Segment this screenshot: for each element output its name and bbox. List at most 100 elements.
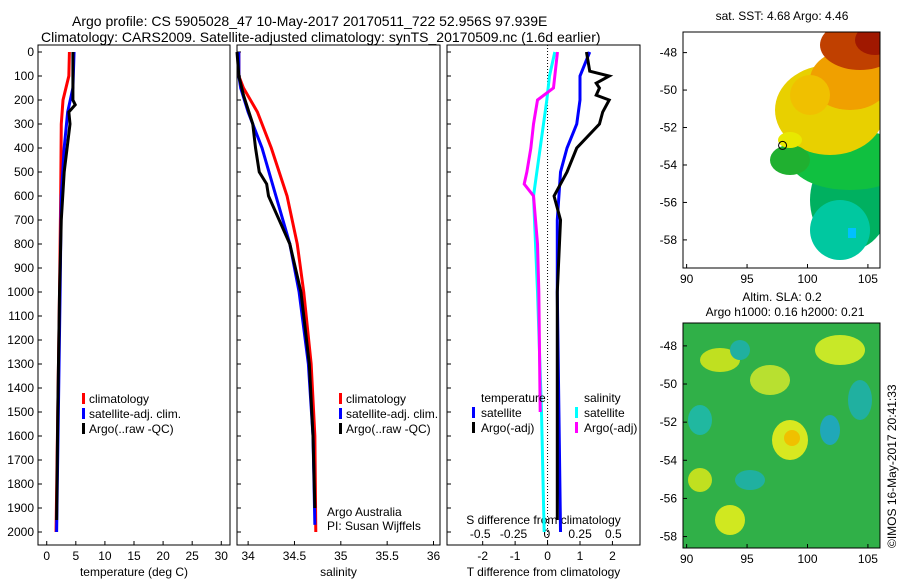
map-title: sat. SST: 4.68 Argo: 4.46 <box>716 9 849 23</box>
series-line-argo-raw-qc- <box>55 52 78 521</box>
x-tick-label: 35.5 <box>375 549 399 563</box>
map-subtitle: Argo h1000: 0.16 h2000: 0.21 <box>706 305 865 319</box>
title-line-2: Climatology: CARS2009. Satellite-adjuste… <box>41 29 601 45</box>
x-tick-label: 105 <box>858 552 878 566</box>
y-tick-label: 800 <box>14 237 34 251</box>
legend-swatch <box>472 422 475 433</box>
legend-label: Argo(..raw -QC) <box>346 422 431 436</box>
x-tick-label: 10 <box>98 549 112 563</box>
plot-frame <box>236 44 441 546</box>
y-tick-label: -48 <box>660 339 678 353</box>
legend-swatch <box>82 408 85 419</box>
legend-label: Argo(-adj) <box>584 421 637 435</box>
legend-label: satellite-adj. clim. <box>346 407 438 421</box>
y-tick-label: 100 <box>14 69 34 83</box>
map-field <box>683 32 880 268</box>
y-tick-label: -58 <box>660 530 678 544</box>
x-axis-label: T difference from climatology <box>467 565 621 579</box>
legend-label: satellite-adj. clim. <box>89 407 181 421</box>
x2-tick-label: 0.5 <box>605 527 622 541</box>
x-axis-label: salinity <box>320 565 357 579</box>
legend-title: temperature <box>481 391 546 405</box>
x-tick-label: 95 <box>740 272 754 286</box>
x-tick-label: 35 <box>334 549 348 563</box>
map-frame <box>682 322 881 549</box>
y-tick-label: -50 <box>660 83 678 97</box>
legend-swatch <box>339 393 342 404</box>
x-tick-label: 34.5 <box>283 549 307 563</box>
y-tick-label: -54 <box>660 453 678 467</box>
y-tick-label: 1600 <box>7 429 34 443</box>
x-tick-label: 0 <box>544 549 551 563</box>
legend-label: satellite <box>481 406 522 420</box>
legend-title: salinity <box>584 391 621 405</box>
x2-tick-label: 0 <box>543 527 550 541</box>
y-tick-label: 1000 <box>7 285 34 299</box>
y-tick-label: 1200 <box>7 333 34 347</box>
y-tick-label: 1700 <box>7 453 34 467</box>
y-tick-label: -48 <box>660 46 678 60</box>
y-tick-label: 600 <box>14 189 34 203</box>
y-tick-label: 400 <box>14 141 34 155</box>
legend-swatch <box>82 393 85 404</box>
legend-label: climatology <box>346 392 406 406</box>
legend-swatch <box>575 422 578 433</box>
legend-label: climatology <box>89 392 149 406</box>
temperature-panel: 0100200300400500600700800900100011001200… <box>7 44 231 579</box>
x-tick-label: 105 <box>858 272 878 286</box>
x-tick-label: -2 <box>477 549 488 563</box>
x2-tick-label: 0.25 <box>568 527 592 541</box>
legend-label: Argo(..raw -QC) <box>89 422 174 436</box>
map-title: Altim. SLA: 0.2 <box>742 290 822 304</box>
series-line-t-argo-adj- <box>552 51 614 520</box>
x-tick-label: 25 <box>186 549 200 563</box>
y-tick-label: -52 <box>660 121 678 135</box>
legend-swatch <box>472 407 475 418</box>
y-tick-label: 900 <box>14 261 34 275</box>
y-tick-label: -58 <box>660 233 678 247</box>
x-tick-label: 20 <box>156 549 170 563</box>
legend-swatch <box>82 423 85 434</box>
x2-tick-label: -0.5 <box>470 527 491 541</box>
y-tick-label: 1800 <box>7 477 34 491</box>
annotation-label: Argo Australia <box>327 505 402 519</box>
x-tick-label: 90 <box>680 552 694 566</box>
y-tick-label: 2000 <box>7 525 34 539</box>
y-tick-label: -52 <box>660 415 678 429</box>
x-tick-label: 2 <box>609 549 616 563</box>
x-tick-label: 5 <box>72 549 79 563</box>
y-tick-label: 1400 <box>7 381 34 395</box>
series-line-argo-raw-qc- <box>235 51 317 509</box>
x-tick-label: 30 <box>215 549 229 563</box>
y-tick-label: 1100 <box>8 309 34 323</box>
y-tick-label: -56 <box>660 195 678 209</box>
y-tick-label: 0 <box>27 45 34 59</box>
y-tick-label: 1500 <box>7 405 34 419</box>
legend-swatch <box>339 423 342 434</box>
argo-position-marker <box>778 140 788 150</box>
x-tick-label: 15 <box>127 549 141 563</box>
x-tick-label: -1 <box>510 549 521 563</box>
legend-swatch <box>575 407 578 418</box>
y-tick-label: -50 <box>660 377 678 391</box>
annotation-label: PI: Susan Wijffels <box>327 519 421 533</box>
x-tick-label: 0 <box>43 549 50 563</box>
y-tick-label: 1900 <box>7 501 34 515</box>
x2-tick-label: -0.25 <box>500 527 528 541</box>
x-tick-label: 100 <box>797 552 817 566</box>
copyright-label: ©IMOS 16-May-2017 20:41:33 <box>885 384 899 548</box>
title-line-1: Argo profile: CS 5905028_47 10-May-2017 … <box>72 13 548 29</box>
y-tick-label: 500 <box>14 165 34 179</box>
x-tick-label: 95 <box>740 552 754 566</box>
y-tick-label: 700 <box>14 213 34 227</box>
sla-map: 90 95 100 105 -48 -50 -52 -54 -56 -58 Altim. SLA: … <box>660 290 881 566</box>
y-tick-label: -54 <box>660 158 678 172</box>
salinity-panel: 34 34.5 35 35.5 36 salinity climatologysatelli… <box>235 44 441 579</box>
y-tick-label: 300 <box>14 117 34 131</box>
x-axis-label: temperature (deg C) <box>80 565 188 579</box>
x-tick-label: 100 <box>797 272 817 286</box>
difference-panel: -2 -1 0 1 2 T difference from climatology -0.5… <box>446 44 641 579</box>
legend-label: Argo(-adj) <box>481 421 534 435</box>
